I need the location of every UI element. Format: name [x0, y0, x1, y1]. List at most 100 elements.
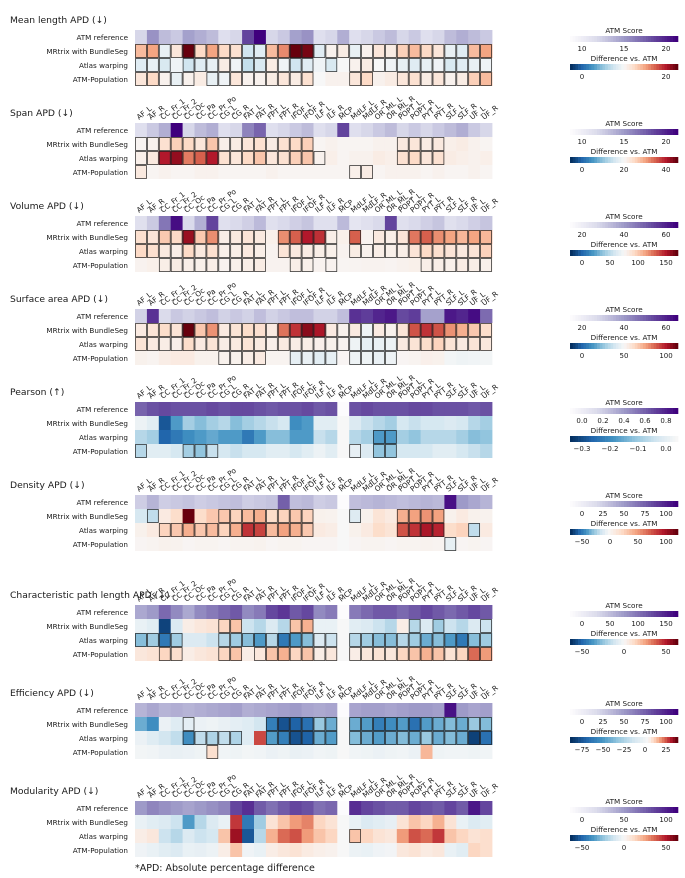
difference-cell	[254, 843, 267, 857]
diff-colorbar-segment	[578, 639, 582, 645]
difference-cell	[146, 717, 160, 731]
difference-cell	[480, 444, 493, 458]
difference-cell	[420, 633, 433, 647]
diff-colorbar-segment	[588, 529, 592, 535]
difference-cell	[277, 843, 291, 857]
atm-colorbar-segment	[591, 36, 595, 42]
atm-colorbar-tick: 100	[659, 510, 672, 518]
diff-colorbar-segment	[597, 250, 600, 256]
diff-colorbar-segment	[570, 436, 573, 442]
difference-cell	[361, 717, 374, 731]
diff-colorbar-segment	[629, 529, 633, 535]
difference-cell	[468, 151, 481, 165]
difference-cell	[194, 633, 207, 647]
difference-cell	[242, 717, 255, 731]
difference-cell	[480, 323, 493, 337]
atm-colorbar-segment	[583, 36, 587, 42]
atm-colorbar-segment	[599, 807, 603, 813]
difference-cell	[432, 717, 445, 731]
difference-cell	[135, 633, 148, 647]
diff-colorbar-segment	[632, 157, 636, 163]
atm-colorbar-segment	[575, 36, 579, 42]
atm-colorbar-segment	[621, 501, 625, 507]
difference-cell	[289, 717, 302, 731]
atm-colorbar-segment	[648, 222, 652, 228]
significance-box	[432, 244, 445, 258]
difference-cell	[432, 815, 445, 829]
atm-reference-cell	[182, 402, 195, 416]
significance-box	[266, 337, 278, 351]
difference-cell	[349, 165, 362, 179]
difference-cell	[396, 745, 410, 759]
panel-3: Volume APD (↓) AF_LAF_RCC_Fr_1CC_Fr_2CC_O…	[10, 187, 679, 272]
difference-cell	[242, 633, 255, 647]
significance-box	[301, 337, 314, 351]
diff-colorbar-segment	[632, 64, 636, 70]
diff-colorbar-segment	[632, 737, 636, 743]
significance-box	[313, 244, 326, 258]
difference-cell	[218, 444, 231, 458]
significance-box	[468, 523, 480, 537]
difference-cell	[135, 151, 148, 165]
diff-colorbar-tick: 50	[662, 648, 671, 656]
difference-cell	[384, 230, 398, 244]
diff-colorbar-segment	[645, 639, 649, 645]
difference-cell	[265, 523, 279, 537]
difference-cell	[361, 633, 374, 647]
atm-reference-cell	[361, 605, 374, 619]
difference-cell	[337, 731, 350, 745]
difference-cell	[361, 647, 374, 661]
atm-reference-cell	[265, 402, 279, 416]
diff-colorbar-tick: 50	[662, 844, 671, 852]
atm-colorbar-segment	[618, 709, 622, 715]
atm-colorbar-segment	[615, 408, 619, 414]
significance-box	[289, 323, 302, 337]
diff-colorbar-segment	[575, 343, 579, 349]
atm-reference-cell	[396, 216, 410, 230]
diff-colorbar-segment	[653, 250, 657, 256]
atm-reference-cell	[135, 309, 148, 323]
difference-cell	[313, 444, 326, 458]
atm-reference-cell	[194, 495, 207, 509]
row-label: ATM reference	[76, 126, 128, 135]
diff-colorbar-segment	[602, 64, 606, 70]
difference-cell	[373, 323, 386, 337]
difference-cell	[277, 44, 291, 58]
significance-box	[254, 44, 266, 58]
difference-cell	[384, 647, 398, 661]
difference-cell	[265, 444, 279, 458]
difference-cell	[265, 843, 279, 857]
difference-cell	[408, 165, 421, 179]
atm-colorbar-segment	[575, 129, 579, 135]
difference-cell	[265, 230, 279, 244]
diff-colorbar-segment	[632, 835, 636, 841]
diff-colorbar-segment	[570, 529, 573, 535]
diff-colorbar-segment	[653, 737, 657, 743]
difference-cell	[254, 444, 267, 458]
diff-colorbar-segment	[664, 639, 668, 645]
atm-colorbar-segment	[634, 36, 638, 42]
difference-cell	[373, 58, 386, 72]
difference-cell	[170, 731, 183, 745]
diff-colorbar-segment	[591, 436, 595, 442]
atm-colorbar-segment	[637, 315, 641, 321]
difference-cell	[396, 151, 410, 165]
difference-cell	[361, 523, 374, 537]
significance-box	[289, 619, 302, 633]
atm-colorbar-segment	[659, 807, 663, 813]
significance-box	[480, 633, 492, 647]
difference-cell	[218, 829, 231, 843]
significance-box	[325, 351, 338, 365]
atm-reference-cell	[408, 801, 421, 815]
diff-colorbar-segment	[599, 64, 603, 70]
difference-cell	[361, 619, 374, 633]
diff-colorbar-segment	[624, 737, 627, 743]
difference-cell	[289, 72, 302, 86]
significance-box	[230, 633, 242, 647]
difference-cell	[182, 815, 195, 829]
difference-cell	[396, 647, 410, 661]
difference-cell	[361, 815, 374, 829]
atm-reference-cell	[277, 216, 291, 230]
difference-cell	[420, 843, 433, 857]
difference-cell	[218, 151, 231, 165]
